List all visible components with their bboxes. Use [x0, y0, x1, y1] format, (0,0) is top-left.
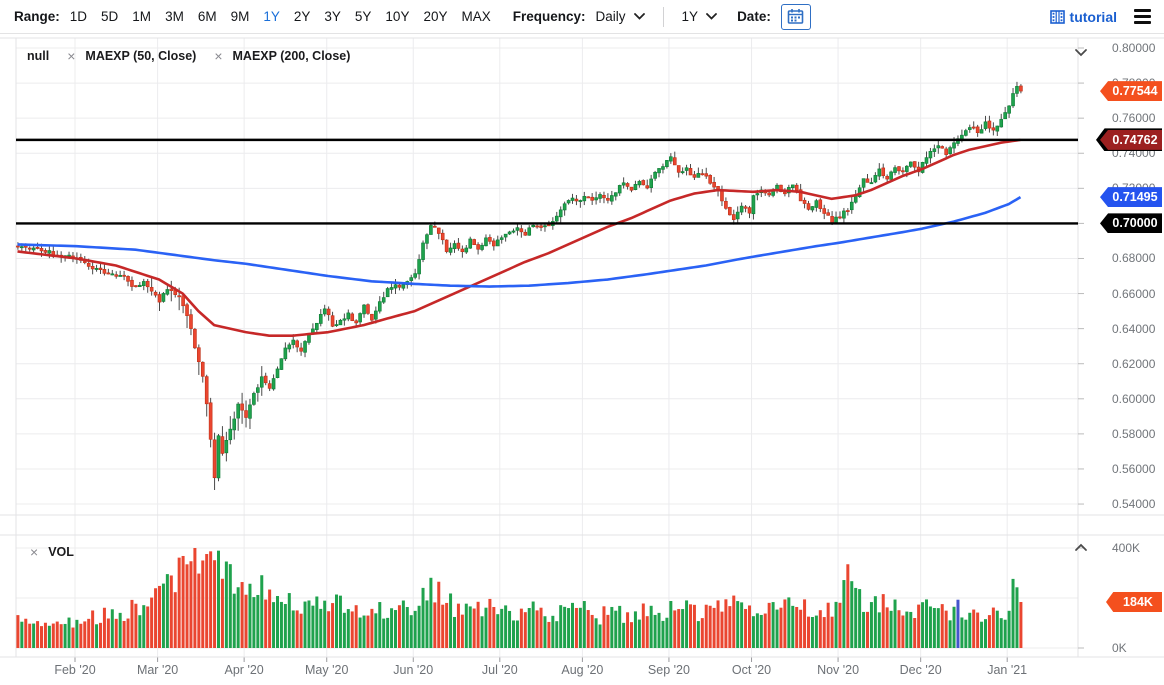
price-axis-label: 0.80000	[1112, 41, 1156, 55]
range-option-1y[interactable]: 1Y	[263, 9, 280, 24]
price-axis-label: 0.58000	[1112, 426, 1156, 441]
x-axis-label: Mar '20	[136, 663, 179, 677]
price-axis-label: 0.76000	[1112, 111, 1156, 126]
frequency-value: Daily	[595, 9, 626, 24]
range-option-1m[interactable]: 1M	[132, 9, 152, 24]
x-axis-label: Dec '20	[899, 663, 942, 677]
x-axis-label: Jul '20	[481, 663, 518, 677]
range-option-3m[interactable]: 3M	[165, 9, 184, 24]
hline-lower-badge: 0.70000	[1100, 213, 1162, 234]
x-axis-label: Apr '20	[224, 663, 264, 677]
remove-study-icon[interactable]: ×	[30, 544, 39, 560]
range-option-9m[interactable]: 9M	[230, 9, 250, 24]
x-axis-label: Jan '21	[987, 663, 1028, 677]
range-option-max[interactable]: MAX	[461, 9, 491, 24]
x-axis-label: Nov '20	[817, 663, 860, 677]
range-options: 1D 5D 1M 3M 6M 9M 1Y 2Y 3Y 5Y 10Y 20Y MAX	[70, 9, 505, 24]
period-value: 1Y	[681, 9, 699, 24]
range-label: Range:	[14, 9, 60, 24]
hline-upper-badge: 0.74762	[1100, 129, 1162, 150]
range-option-6m[interactable]: 6M	[197, 9, 217, 24]
x-axis-label: Aug '20	[561, 663, 604, 677]
toolbar-right: tutorial	[1049, 8, 1164, 25]
menu-icon[interactable]	[1134, 9, 1151, 24]
main-chart-legend: null × MAEXP (50, Close) × MAEXP (200, C…	[27, 48, 350, 64]
volume-axis-label: 400K	[1112, 541, 1141, 555]
study-label-vol: VOL	[48, 545, 74, 559]
last-price-badge: 0.77544	[1100, 81, 1162, 102]
frequency-dropdown[interactable]: Daily	[596, 9, 645, 24]
x-axis-label: Sep '20	[647, 663, 690, 677]
toolbar-divider	[662, 6, 664, 27]
chevron-down-icon	[706, 13, 717, 20]
study-label-ma200: MAEXP (200, Close)	[232, 49, 351, 63]
toolbar: Range: 1D 5D 1M 3M 6M 9M 1Y 2Y 3Y 5Y 10Y 20Y MAX Fre…	[0, 0, 1164, 34]
date-label: Date:	[737, 9, 771, 24]
collapse-pane-icon[interactable]	[1074, 48, 1088, 57]
volume-value-badge: 184K	[1106, 592, 1162, 612]
date-picker-button[interactable]	[780, 3, 811, 30]
volume-axis-label: 0K	[1112, 641, 1127, 655]
price-axis-label: 0.64000	[1112, 321, 1156, 336]
expand-pane-icon[interactable]	[1074, 543, 1088, 552]
chart-area[interactable]: null × MAEXP (50, Close) × MAEXP (200, C…	[0, 34, 1164, 685]
x-axis-label: Oct '20	[731, 663, 772, 677]
range-option-5d[interactable]: 5D	[101, 9, 119, 24]
period-dropdown[interactable]: 1Y	[682, 9, 718, 24]
tutorial-link[interactable]: tutorial	[1049, 8, 1117, 25]
x-axis-label: Jun '20	[393, 663, 434, 677]
price-axis-label: 0.56000	[1112, 461, 1156, 476]
price-axis-label: 0.54000	[1112, 497, 1156, 512]
film-icon	[1049, 9, 1065, 24]
price-axis-label: 0.66000	[1112, 286, 1156, 301]
study-label-ma50: MAEXP (50, Close)	[85, 49, 197, 63]
chart-canvas[interactable]	[0, 34, 1164, 685]
x-axis-label: May '20	[305, 663, 349, 677]
calendar-icon	[788, 9, 804, 24]
chevron-down-icon	[633, 13, 645, 20]
volume-legend: × VOL	[30, 544, 74, 560]
remove-study-icon[interactable]: ×	[67, 48, 76, 64]
frequency-label: Frequency:	[512, 9, 586, 24]
range-option-1d[interactable]: 1D	[69, 9, 88, 24]
price-axis-label: 0.68000	[1112, 251, 1156, 266]
ma200-value-badge: 0.71495	[1100, 187, 1162, 208]
price-axis-label: 0.62000	[1112, 356, 1156, 371]
series-label: null	[27, 49, 50, 63]
remove-study-icon[interactable]: ×	[214, 48, 223, 64]
range-option-2y[interactable]: 2Y	[293, 9, 311, 24]
range-option-5y[interactable]: 5Y	[354, 9, 372, 24]
x-axis-label: Feb '20	[54, 663, 96, 677]
tutorial-label: tutorial	[1069, 8, 1117, 25]
price-axis-label: 0.60000	[1112, 391, 1156, 406]
range-option-20y[interactable]: 20Y	[423, 9, 448, 24]
range-option-3y[interactable]: 3Y	[324, 9, 341, 24]
range-option-10y[interactable]: 10Y	[385, 9, 410, 24]
